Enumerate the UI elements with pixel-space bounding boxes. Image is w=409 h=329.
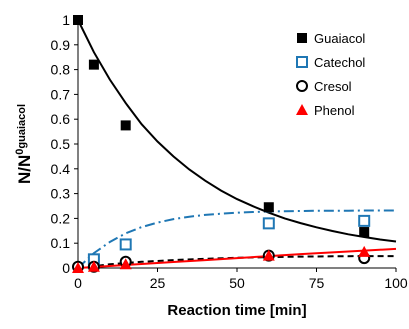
x-tick-label: 75 — [309, 275, 325, 291]
catechol-data-point — [262, 217, 275, 230]
x-tick-label: 50 — [229, 275, 245, 291]
legend-label-guaiacol: Guaiacol — [314, 31, 365, 46]
guaiacol-data-point — [359, 227, 370, 238]
catechol-fit-curve — [77, 209, 396, 269]
y-axis-title-main: N/N — [15, 155, 34, 184]
tick-labels: 0 0.1 0.2 0.3 0.4 0.5 0.6 0.7 0.8 0.9 1 0 25 50 75 100 — [51, 12, 408, 291]
phenol-data-point — [358, 245, 371, 257]
x-tick-label: 100 — [384, 275, 408, 291]
legend-label-catechol: Catechol — [314, 55, 365, 70]
phenol-data-point — [72, 262, 84, 273]
y-tick-label: 0.4 — [51, 161, 71, 177]
catechol-data-point — [119, 238, 132, 251]
guaiacol-data-point — [73, 15, 83, 25]
legend-label-phenol: Phenol — [314, 103, 355, 118]
guaiacol-fit-curve — [77, 19, 397, 243]
guaiacol-data-point — [120, 120, 131, 131]
y-tick-label: 0.8 — [51, 62, 71, 78]
legend: Guaiacol Catechol Cresol Phenol — [296, 31, 365, 118]
y-tick-label: 0.5 — [51, 136, 71, 152]
guaiacol-data-point — [88, 59, 99, 70]
data-points — [72, 15, 371, 273]
legend-marker-guaiacol — [297, 33, 307, 43]
phenol-data-point — [87, 260, 100, 272]
y-tick-label: 1 — [62, 12, 70, 28]
y-tick-label: 0.9 — [51, 37, 71, 53]
phenol-data-point — [262, 249, 275, 261]
legend-marker-phenol — [296, 104, 308, 115]
legend-label-cresol: Cresol — [314, 79, 352, 94]
y-tick-label: 0.2 — [51, 210, 71, 226]
guaiacol-data-point — [263, 202, 274, 213]
x-axis-title: Reaction time [min] — [167, 302, 306, 319]
y-axis-title: N/N0guaiacol — [14, 104, 34, 184]
y-tick-label: 0.1 — [51, 235, 71, 251]
y-tick-label: 0.7 — [51, 86, 71, 102]
y-tick-label: 0.3 — [51, 186, 71, 202]
x-tick-label: 0 — [74, 275, 82, 291]
legend-marker-catechol — [296, 56, 308, 68]
x-tick-label: 25 — [150, 275, 166, 291]
y-axis-title-subscript: guaiacol — [16, 104, 28, 149]
phenol-data-point — [119, 258, 132, 270]
y-tick-label: 0.6 — [51, 111, 71, 127]
legend-marker-cresol — [296, 80, 308, 92]
y-axis-title-superscript: 0 — [14, 149, 26, 155]
catechol-data-point — [358, 214, 371, 227]
y-tick-label: 0 — [62, 260, 70, 276]
phenol-fit-curve — [77, 247, 397, 269]
